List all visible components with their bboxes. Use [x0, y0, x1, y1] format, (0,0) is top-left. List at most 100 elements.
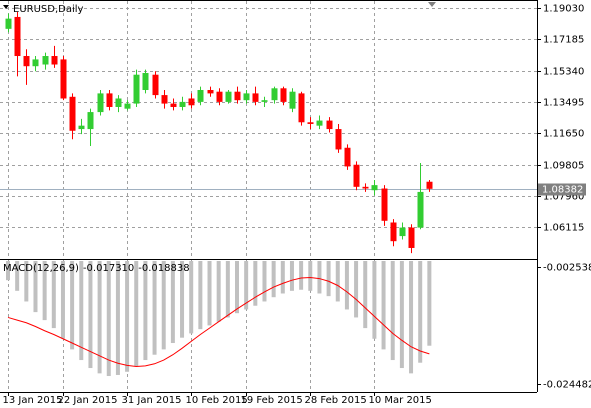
histogram-bar: [170, 261, 175, 344]
candle-body: [381, 188, 388, 221]
candle-body: [23, 56, 30, 67]
histogram-bar: [354, 261, 359, 318]
histogram-bar: [115, 261, 120, 375]
y-tick-label: -0.002538: [543, 263, 591, 274]
histogram-bar: [344, 261, 349, 310]
candle-body: [326, 120, 333, 130]
histogram-bar: [33, 261, 38, 313]
candle-body: [142, 73, 149, 90]
y-tick-label: -0.024482: [543, 380, 591, 391]
shift-marker: [428, 2, 436, 7]
candle-body: [362, 186, 369, 189]
candle-body: [188, 98, 195, 106]
y-tick-label: 1.11650: [543, 129, 584, 140]
candle-body: [252, 93, 259, 102]
candle-body: [197, 89, 204, 102]
histogram-bar: [335, 261, 340, 302]
histogram-bar: [271, 261, 276, 298]
histogram-bar: [180, 261, 185, 338]
histogram-bar: [244, 261, 249, 310]
candle-body: [289, 91, 296, 109]
candle-body: [32, 59, 39, 67]
histogram-bar: [79, 261, 84, 361]
x-tick-label: 31 Jan 2015: [122, 395, 182, 406]
histogram-bar: [97, 261, 102, 374]
candle-body: [271, 88, 278, 101]
macd-title: MACD(12,26,9): [3, 263, 79, 274]
histogram-bar: [125, 261, 130, 372]
y-tick-label: 1.07960: [543, 192, 584, 203]
histogram-bar: [152, 261, 157, 355]
histogram-bar: [24, 261, 29, 302]
histogram-bar: [198, 261, 203, 330]
y-tick-label: 1.17185: [543, 35, 584, 46]
histogram-bar: [409, 261, 414, 374]
candle-body: [14, 16, 21, 57]
histogram-bar: [372, 261, 377, 339]
histogram-bar: [308, 261, 313, 291]
y-tick-label: 1.15340: [543, 67, 584, 78]
histogram-bar: [326, 261, 331, 297]
candle-body: [280, 88, 287, 102]
y-tick-label: 1.09805: [543, 161, 584, 172]
histogram-bar: [189, 261, 194, 334]
candle-body: [261, 100, 268, 102]
x-tick-label: 10 Mar 2015: [369, 395, 432, 406]
menu-triangle[interactable]: [3, 5, 9, 9]
candle-body: [115, 98, 122, 107]
candle-body: [78, 125, 85, 130]
histogram-bar: [289, 261, 294, 291]
histogram-bar: [399, 261, 404, 369]
histogram-bar: [6, 261, 10, 281]
candle-body: [371, 185, 378, 191]
histogram-bar: [207, 261, 212, 326]
histogram-bar: [42, 261, 47, 321]
y-tick-label: 1.06115: [543, 223, 584, 234]
histogram-bar: [161, 261, 166, 350]
candle-body: [234, 91, 241, 101]
histogram-bar: [363, 261, 368, 329]
histogram-bar: [70, 261, 75, 350]
x-tick-label: 22 Jan 2015: [58, 395, 118, 406]
candle-body: [417, 191, 424, 228]
x-tick-label: 10 Feb 2015: [186, 395, 248, 406]
histogram-bar: [299, 261, 304, 290]
x-tick-label: 28 Feb 2015: [305, 395, 367, 406]
candle-body: [106, 93, 113, 107]
candle-body: [161, 95, 168, 104]
histogram-bar: [143, 261, 148, 361]
mark-layer: [5, 11, 433, 377]
candle-body: [133, 74, 140, 104]
candle-body: [60, 59, 67, 99]
candle-body: [5, 18, 12, 29]
histogram-bar: [88, 261, 93, 369]
histogram-bar: [381, 261, 386, 350]
price-label-box: [538, 183, 586, 196]
histogram-bar: [427, 261, 432, 346]
candle-body: [152, 74, 159, 96]
chart-title: EURUSD,Daily: [13, 4, 84, 15]
candle-body: [170, 103, 177, 107]
candle-body: [316, 120, 323, 126]
candle-body: [243, 93, 250, 101]
candle-body: [353, 164, 360, 187]
candle-body: [390, 222, 397, 242]
candle-body: [399, 227, 406, 237]
macd-main-value: -0.017310: [83, 263, 134, 274]
candle-body: [124, 103, 131, 109]
histogram-bar: [60, 261, 65, 339]
histogram-bar: [134, 261, 139, 367]
histogram-bar: [418, 261, 423, 363]
histogram-bar: [262, 261, 267, 302]
x-tick-label: 19 Feb 2015: [241, 395, 303, 406]
y-tick-label: 1.13495: [543, 98, 584, 109]
macd-signal-value: -0.018838: [138, 263, 189, 274]
x-tick-label: 13 Jan 2015: [3, 395, 63, 406]
histogram-bar: [225, 261, 230, 318]
histogram-bar: [253, 261, 258, 306]
candle-body: [225, 91, 232, 102]
histogram-bar: [216, 261, 221, 322]
candle-body: [97, 93, 104, 113]
histogram-bar: [106, 261, 111, 377]
